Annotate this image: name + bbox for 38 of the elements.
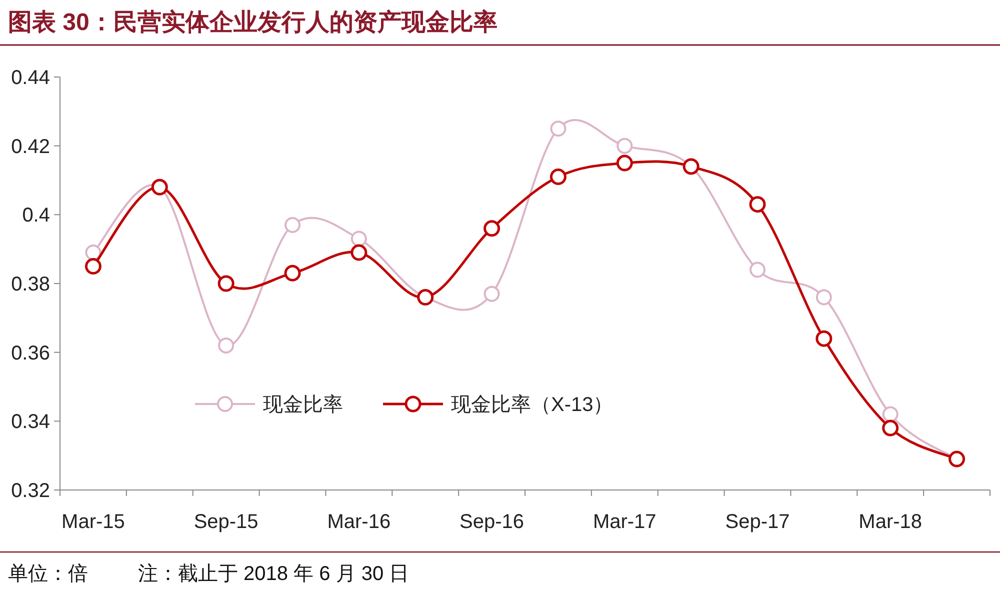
x-tick-label: Mar-17 [592, 511, 656, 533]
y-tick-label: 0.42 [11, 136, 50, 158]
point [882, 406, 898, 422]
chart-title: 图表 30：民营实体企业发行人的资产现金比率 [8, 9, 498, 36]
legend-label: 现金比率（X-13） [451, 394, 614, 416]
point [218, 275, 234, 292]
point [616, 154, 633, 172]
y-tick-label: 0.44 [11, 67, 50, 89]
y-tick-label: 0.4 [22, 204, 50, 227]
point [749, 196, 766, 213]
x-tick-label: Sep-15 [194, 511, 258, 533]
x-tick-label: Sep-17 [725, 511, 790, 533]
point [484, 286, 500, 302]
x-tick-label: Mar-18 [858, 511, 922, 533]
x-tick-label: Mar-16 [327, 511, 391, 533]
point [816, 330, 832, 347]
point [350, 244, 368, 261]
point [550, 168, 566, 186]
point [284, 216, 300, 233]
point [218, 337, 234, 354]
x-tick-label: Mar-15 [62, 511, 125, 533]
point [550, 120, 566, 137]
x-tick-label: Sep-16 [460, 511, 524, 533]
point [350, 230, 367, 247]
legend-label: 现金比率 [263, 394, 343, 416]
y-tick-label: 0.34 [11, 411, 50, 434]
y-tick-label: 0.38 [11, 274, 50, 296]
y-tick-label: 0.36 [11, 342, 50, 364]
point [816, 289, 832, 306]
text: 注：截止于 2018 年 6 月 30 日 [138, 563, 410, 585]
point [284, 264, 301, 282]
point [84, 258, 102, 275]
point [484, 220, 500, 237]
point [750, 262, 766, 278]
y-tick-label: 0.32 [11, 480, 50, 502]
point [616, 138, 633, 154]
point [882, 420, 899, 436]
text: 单位：倍 [8, 563, 88, 585]
